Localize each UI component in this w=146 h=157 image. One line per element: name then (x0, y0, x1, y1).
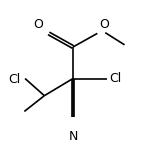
Text: O: O (33, 18, 43, 31)
Text: O: O (99, 18, 109, 31)
Text: Cl: Cl (8, 73, 20, 87)
Text: Cl: Cl (110, 72, 122, 85)
Text: N: N (68, 130, 78, 143)
